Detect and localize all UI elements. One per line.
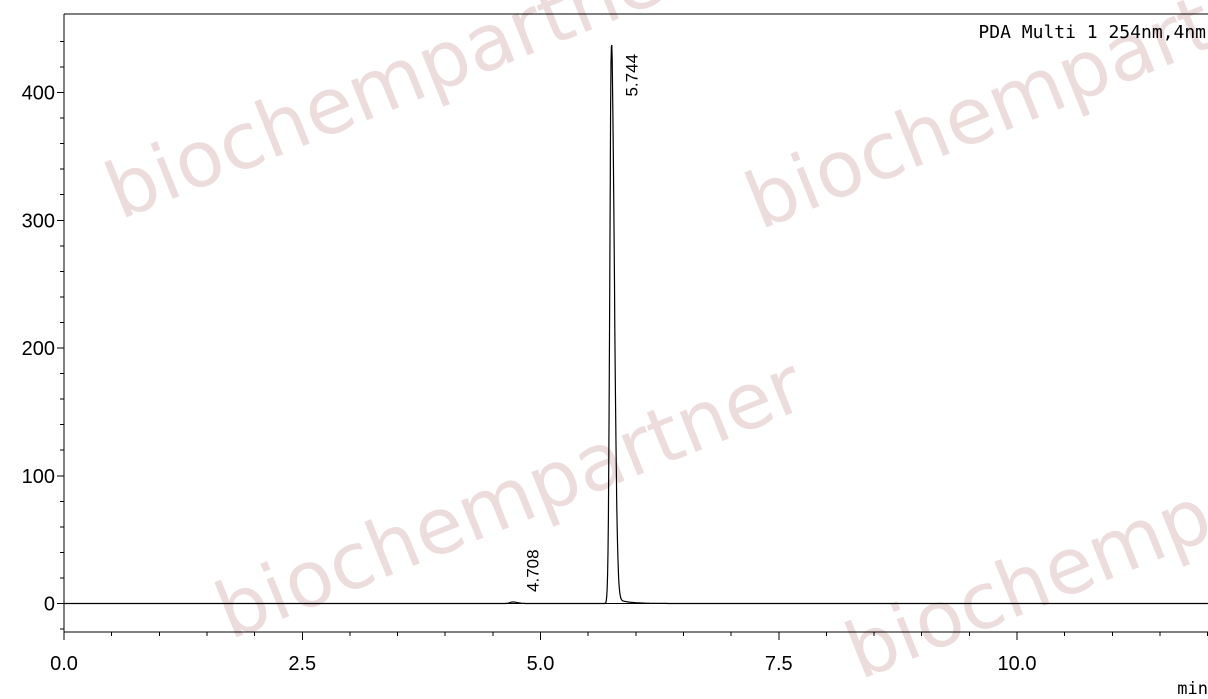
x-tick-label: 2.5	[288, 653, 316, 675]
y-tick-label: 400	[22, 83, 55, 105]
watermark-text: biochempartner	[833, 380, 1208, 698]
x-axis-ticks: 0.0 2.5 5.0 7.5 10.0	[50, 632, 1208, 675]
watermark-text: biochempartner	[93, 0, 707, 238]
y-axis-ticks: 0 100 200 300 400	[22, 40, 64, 630]
watermark-text: biochempartner	[203, 340, 817, 658]
y-tick-label: 100	[22, 466, 55, 488]
x-tick-label: 7.5	[765, 653, 793, 675]
x-tick-label: 0.0	[50, 653, 78, 675]
x-tick-label: 5.0	[527, 653, 555, 675]
watermark-layer: biochempartner biochempartnerbiochempartn…	[93, 0, 1208, 698]
y-tick-label: 0	[44, 594, 55, 616]
chromatogram-trace	[64, 44, 1208, 605]
peak-label: 4.708	[524, 549, 543, 592]
x-axis-unit: min	[1177, 679, 1208, 699]
y-tick-label: 200	[22, 338, 55, 360]
y-tick-label: 300	[22, 210, 55, 232]
legend-label: PDA Multi 1 254nm,4nm	[978, 22, 1206, 43]
peak-label: 5.744	[622, 54, 641, 97]
x-tick-label: 10.0	[998, 653, 1037, 675]
peak-labels: 4.708 5.744	[524, 54, 642, 592]
